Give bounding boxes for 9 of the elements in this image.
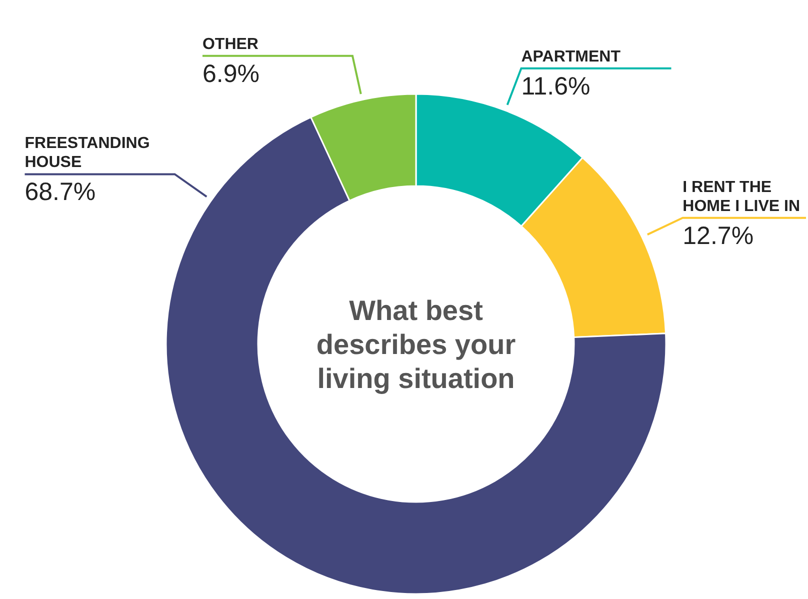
slice-label: APARTMENT xyxy=(521,48,621,66)
data-label: 11.6% xyxy=(521,72,590,100)
data-label: 68.7% xyxy=(24,178,96,206)
data-label: 6.9% xyxy=(202,60,260,88)
slice-label: OTHER xyxy=(202,36,259,53)
text: What best describes your living situation xyxy=(316,295,516,394)
data-label: 12.7% xyxy=(682,222,754,250)
slice-label: I RENT THE HOME I LIVE IN xyxy=(682,178,800,215)
slice-label: FREESTANDING HOUSE xyxy=(24,135,150,172)
